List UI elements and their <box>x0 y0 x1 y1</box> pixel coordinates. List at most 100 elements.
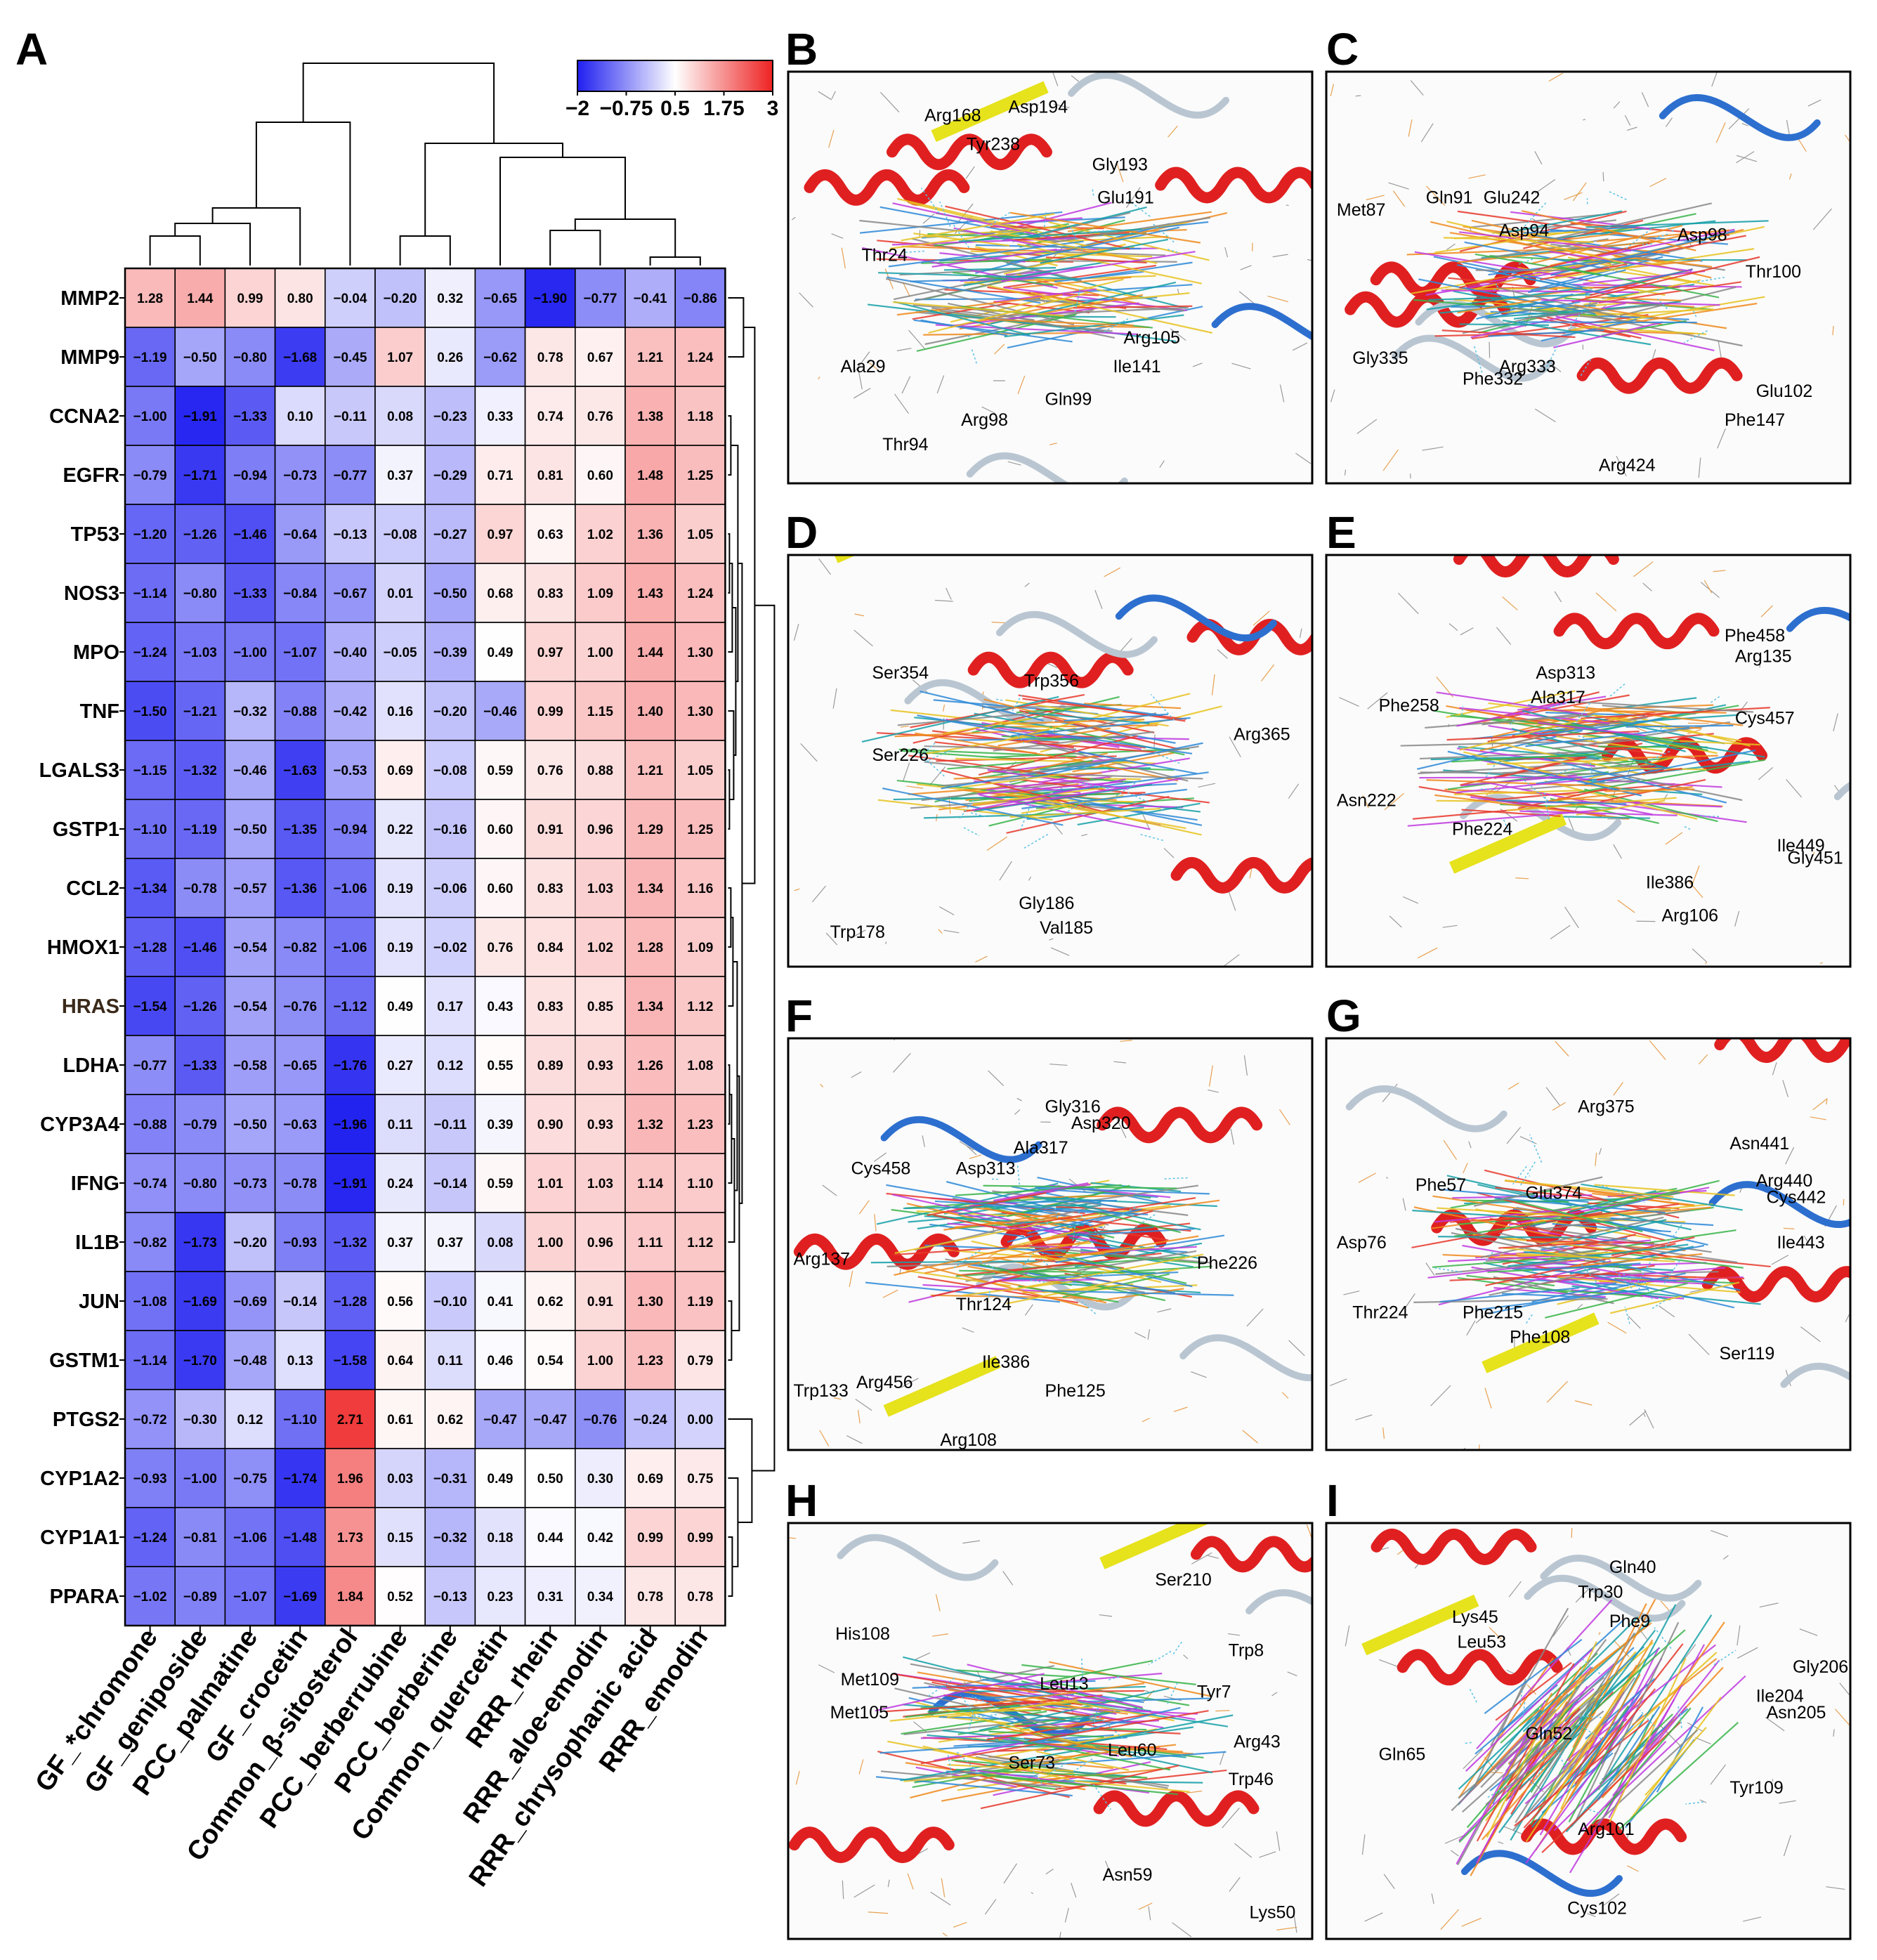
heatmap-cell <box>174 386 226 446</box>
cell-value-label: 0.49 <box>387 1000 413 1014</box>
heatmap-cell <box>274 445 326 505</box>
wire-residue <box>1299 628 1302 638</box>
residue-label: Phe125 <box>1045 1381 1106 1401</box>
color-scale-step <box>753 60 756 91</box>
cell-value-label: 0.01 <box>387 587 413 601</box>
panel-frame <box>1325 554 1852 968</box>
wire-residue <box>1163 848 1175 858</box>
cell-value-label: 1.40 <box>637 705 663 719</box>
color-scale-step <box>577 60 580 91</box>
heatmap-cell <box>674 1212 726 1272</box>
color-scale-step <box>667 60 670 91</box>
heatmap-cell <box>224 622 276 682</box>
ligand-pose <box>1536 765 1663 785</box>
heatmap-cell <box>424 1330 476 1390</box>
cell-value-label: −0.93 <box>133 1472 167 1487</box>
heatmap-cell <box>124 1389 176 1449</box>
cell-value-label: 0.08 <box>488 1236 514 1250</box>
cell-value-label: −0.32 <box>233 705 267 719</box>
cell-value-label: −1.12 <box>333 1000 367 1014</box>
wire-residue <box>1711 72 1718 87</box>
interaction-line <box>1550 766 1578 778</box>
row-label: CCNA2 <box>49 405 119 428</box>
ligand-pose <box>1459 242 1651 289</box>
interaction-line <box>1081 1657 1083 1678</box>
row-label: CCL2 <box>66 877 119 900</box>
ligand-pose <box>1446 731 1640 741</box>
heatmap-cell <box>674 563 726 623</box>
ligand-pose <box>1508 1243 1689 1267</box>
heatmap-cell <box>174 445 226 505</box>
row-dendrogram <box>728 297 776 1597</box>
heatmap-cell <box>624 1389 676 1449</box>
wire-residue <box>1758 766 1774 780</box>
wire-residue <box>1104 567 1121 577</box>
wire-residue <box>1367 692 1388 710</box>
wire-residue <box>903 762 910 782</box>
color-scale-tick-label: 3 <box>767 97 779 120</box>
wire-residue <box>800 743 818 762</box>
dendrogram-branch <box>149 235 201 266</box>
heatmap-cell <box>474 327 526 387</box>
cell-value-label: 0.34 <box>587 1590 613 1605</box>
ligand-pose <box>889 229 1031 249</box>
cell-value-label: −1.24 <box>133 1531 168 1546</box>
ligand-pose <box>1567 1673 1641 1801</box>
cell-value-label: −0.50 <box>183 351 217 365</box>
color-scale-tick-label: 1.75 <box>703 97 744 120</box>
wire-residue <box>791 216 796 221</box>
wire-residue <box>1071 1883 1077 1898</box>
heatmap-cell <box>224 1389 276 1449</box>
heatmap-cell <box>274 1566 326 1626</box>
row-label: JUN <box>79 1291 119 1313</box>
residue-label: Glu191 <box>1097 188 1154 208</box>
wire-residue <box>1688 1333 1710 1356</box>
wire-residue <box>1276 1926 1297 1930</box>
interaction-line <box>1108 1675 1121 1680</box>
cell-value-label: −0.76 <box>583 1413 617 1427</box>
ligand-pose <box>1053 325 1150 329</box>
color-scale-legend: −2 −0.75 0.5 1.75 3 <box>565 60 778 120</box>
cell-value-label: 0.16 <box>387 705 413 719</box>
heatmap-cell <box>324 622 376 682</box>
wire-residue <box>1293 1912 1297 1933</box>
wire-residue <box>1049 938 1054 941</box>
panel-label-b: B <box>785 24 818 74</box>
heatmap-cell <box>324 1448 376 1508</box>
heatmap-cell <box>274 327 326 387</box>
wire-residue <box>1417 965 1418 967</box>
cell-value-label: −0.86 <box>684 292 717 306</box>
color-scale-step <box>679 60 681 91</box>
helix-ribbon <box>1370 261 1536 298</box>
wire-residue <box>922 213 935 224</box>
wire-residue <box>1147 1329 1150 1340</box>
ligand-pose <box>1604 788 1695 792</box>
wire-residue <box>922 1135 925 1147</box>
ligand-pose <box>894 301 1031 336</box>
docking-scene: Arg168 Asp194Tyr238Gly193Glu191Thr24Arg10… <box>788 72 1312 483</box>
heatmap-cell <box>474 1271 526 1331</box>
wire-residue <box>1405 1293 1415 1308</box>
interaction-line <box>1624 1306 1630 1324</box>
wire-residue <box>854 351 870 372</box>
ligand-pose <box>953 271 1054 287</box>
color-scale-step <box>671 60 674 91</box>
ligand-pose <box>1522 1616 1639 1732</box>
heatmap-cell <box>424 1094 476 1154</box>
cell-value-label: −1.20 <box>133 528 167 542</box>
wire-residue <box>953 1921 967 1928</box>
ligand-pose <box>1566 228 1735 264</box>
heatmap-cell <box>474 1448 526 1508</box>
ligand-pose <box>894 1234 1068 1276</box>
cell-value-label: 1.48 <box>637 469 663 483</box>
residue-label: Tyr7 <box>1197 1683 1231 1702</box>
wire-residue <box>1444 1834 1466 1844</box>
ligand-pose <box>901 750 1026 761</box>
cell-value-label: 1.25 <box>687 469 713 483</box>
wire-residue <box>1628 1315 1641 1329</box>
heatmap-cell <box>374 1271 426 1331</box>
interaction-line <box>1127 199 1151 217</box>
wire-residue <box>841 247 846 269</box>
cell-value-label: −1.32 <box>183 764 217 778</box>
interaction-line <box>1519 776 1549 802</box>
